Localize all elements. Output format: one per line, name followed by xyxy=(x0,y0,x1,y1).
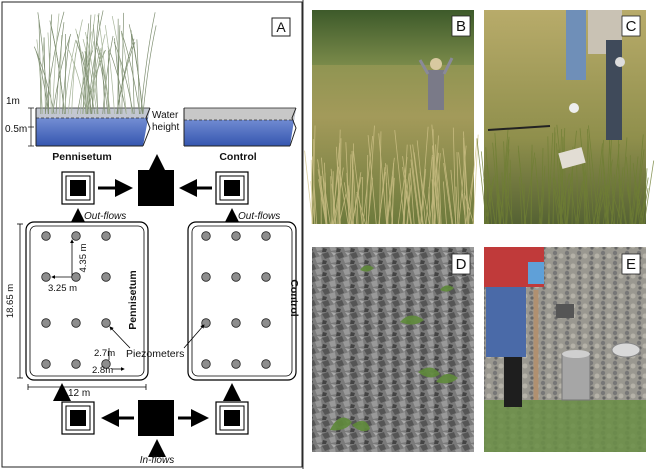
photo-e xyxy=(484,247,646,452)
dim-12-label: 12 m xyxy=(68,388,90,399)
control-cross-section xyxy=(183,107,297,147)
inflows-label: In-flows xyxy=(140,455,174,466)
piezometer-point xyxy=(231,318,241,328)
depth-05m-label: 0.5m xyxy=(5,124,27,135)
piezometer-point xyxy=(261,359,271,369)
panel-a-letter: A xyxy=(276,19,286,35)
photo-d xyxy=(312,247,474,452)
dim-28-label: 2.8m xyxy=(92,365,113,376)
piezometer-point xyxy=(231,272,241,282)
piezometer-point xyxy=(41,359,51,369)
pennisetum-bed-plan xyxy=(25,221,149,381)
inflow-main-tank xyxy=(138,400,174,436)
panel-a-frame xyxy=(1,1,303,468)
panel-b-letter-box xyxy=(451,15,471,37)
piezometer-point xyxy=(261,231,271,241)
pennisetum-cross-section xyxy=(33,10,157,147)
outflow-tank-left xyxy=(61,171,95,205)
inflow-tank-right xyxy=(215,401,249,435)
piezometer-point xyxy=(201,359,211,369)
pennisetum-plan-label: Pennisetum xyxy=(127,270,139,330)
panel-e-letter-box xyxy=(621,253,641,275)
water-height-label-2: height xyxy=(152,122,179,133)
photo-b xyxy=(304,10,479,225)
piezometer-point xyxy=(101,231,111,241)
panel-d-letter-box xyxy=(451,253,471,275)
dim-325-label: 3.25 m xyxy=(48,283,77,294)
depth-scale xyxy=(28,107,34,147)
piezometer-point xyxy=(71,359,81,369)
control-bed-plan xyxy=(187,221,297,381)
piezometers xyxy=(41,231,271,369)
piezometer-point xyxy=(101,272,111,282)
piezometer-point xyxy=(41,272,51,282)
panel-c-letter-box xyxy=(621,15,641,37)
panel-c-letter: C xyxy=(626,18,637,35)
pennisetum-title: Pennisetum xyxy=(52,151,112,163)
panel-a-letter-box xyxy=(271,17,291,37)
piezometer-point xyxy=(101,318,111,328)
piezometers-label: Piezometers xyxy=(126,348,184,360)
dim-1865-label: 18.65 m xyxy=(5,284,16,318)
photo-c xyxy=(476,10,655,225)
piezometer-pointer-right xyxy=(183,324,205,349)
outflow-main-tank xyxy=(138,170,174,206)
outflows-left-label: Out-flows xyxy=(84,211,126,222)
depth-1m-label: 1m xyxy=(6,96,20,107)
piezometer-point xyxy=(261,272,271,282)
outflows-right-label: Out-flows xyxy=(238,211,280,222)
piezometer-point xyxy=(201,231,211,241)
piezometer-point xyxy=(71,231,81,241)
piezometer-pointer-left xyxy=(109,326,131,349)
piezometer-point xyxy=(231,231,241,241)
piezometer-point xyxy=(261,318,271,328)
piezometer-point xyxy=(41,231,51,241)
piezometer-point xyxy=(41,318,51,328)
piezometer-point xyxy=(231,359,241,369)
control-title: Control xyxy=(219,151,256,163)
control-plan-label: Control xyxy=(288,279,300,316)
piezometer-point xyxy=(71,318,81,328)
panel-e-letter: E xyxy=(626,256,636,273)
panel-d-letter: D xyxy=(456,256,467,273)
piezometer-point xyxy=(71,272,81,282)
piezometer-point xyxy=(201,272,211,282)
panel-b-letter: B xyxy=(456,18,466,35)
outflow-tank-right xyxy=(215,171,249,205)
water-height-label-1: Water xyxy=(152,110,179,121)
inflow-tank-left xyxy=(61,401,95,435)
dim-27-label: 2.7m xyxy=(94,348,115,359)
dim-435-label: 4.35 m xyxy=(78,243,89,272)
piezometer-point xyxy=(101,359,111,369)
